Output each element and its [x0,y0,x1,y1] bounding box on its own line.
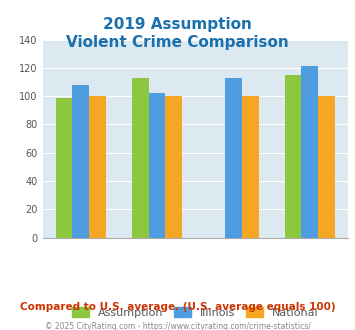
Bar [285,75,301,238]
Bar [242,96,258,238]
Bar [318,96,335,238]
Bar [72,85,89,238]
Text: © 2025 CityRating.com - https://www.cityrating.com/crime-statistics/: © 2025 CityRating.com - https://www.city… [45,322,310,330]
Text: 2019 Assumption: 2019 Assumption [103,16,252,31]
Bar [149,93,165,238]
Bar [132,78,149,238]
Bar [165,96,182,238]
Text: Violent Crime Comparison: Violent Crime Comparison [66,35,289,50]
Legend: Assumption, Illinois, National: Assumption, Illinois, National [67,303,323,322]
Bar [89,96,106,238]
Bar [56,98,72,238]
Text: Compared to U.S. average. (U.S. average equals 100): Compared to U.S. average. (U.S. average … [20,302,335,312]
Bar [301,66,318,238]
Bar [225,78,242,238]
